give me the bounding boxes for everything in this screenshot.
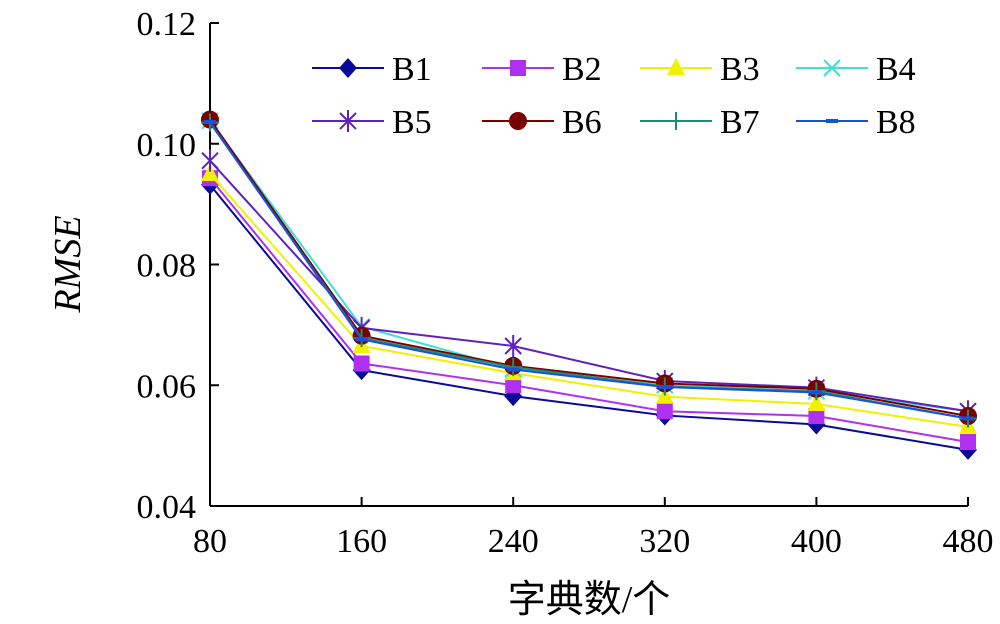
legend-item-b6: B6 (482, 104, 602, 141)
data-point (509, 112, 527, 130)
series-b5 (201, 149, 977, 423)
legend-item-b1: B1 (312, 51, 432, 88)
data-point (962, 416, 974, 421)
series-b3 (201, 163, 977, 434)
x-tick-label: 240 (488, 523, 539, 560)
legend-label: B4 (876, 51, 916, 88)
series-line (209, 177, 969, 443)
axes: 0.04 0.06 0.08 0.10 0.12 80 160 240 320 400 480 (137, 6, 994, 560)
x-tick-label: 400 (791, 523, 842, 560)
data-point (810, 390, 823, 395)
series-b2 (202, 170, 976, 451)
data-point (807, 393, 826, 411)
data-point (808, 408, 825, 425)
x-axis-title: 字典数/个 (508, 579, 671, 621)
data-point (339, 110, 357, 132)
data-point (339, 58, 357, 78)
series-b4 (201, 112, 977, 420)
data-point (504, 358, 523, 377)
data-point (960, 434, 976, 451)
y-tick-label: 0.08 (137, 248, 197, 285)
y-tick-label: 0.10 (137, 127, 197, 164)
x-tick-label: 480 (943, 523, 994, 560)
legend-label: B7 (720, 104, 760, 141)
data-point (667, 112, 685, 130)
data-point (823, 59, 841, 77)
y-axis-title: RMSE (47, 215, 89, 313)
legend-item-b8: B8 (796, 104, 916, 141)
legend-item-b2: B2 (482, 51, 602, 88)
data-point (658, 385, 671, 390)
legend-label: B8 (876, 104, 916, 141)
y-tick-label: 0.06 (137, 368, 197, 405)
data-point (667, 58, 685, 75)
series-line (209, 173, 969, 428)
data-point (355, 337, 368, 342)
data-point (201, 163, 219, 181)
legend-label: B3 (720, 51, 760, 88)
y-tick-label: 0.04 (137, 489, 197, 526)
legend-item-b5: B5 (312, 104, 432, 141)
series-line (209, 119, 969, 418)
legend-label: B5 (392, 104, 432, 141)
data-point (353, 355, 370, 372)
series-b8 (204, 120, 974, 421)
series-line (209, 121, 969, 420)
legend-label: B2 (562, 51, 602, 88)
legend-label: B1 (392, 51, 432, 88)
legend-label: B6 (562, 104, 602, 141)
data-point (204, 120, 216, 125)
data-point (505, 377, 522, 394)
series-b1 (201, 174, 977, 460)
series-line (209, 120, 969, 413)
series-line (209, 184, 969, 451)
series-layer (201, 110, 977, 460)
legend-item-b7: B7 (640, 104, 760, 141)
legend-item-b4: B4 (796, 51, 916, 88)
x-tick-label: 80 (193, 523, 227, 560)
data-point (201, 149, 219, 172)
x-tick-label: 320 (639, 523, 690, 560)
y-tick-label: 0.12 (137, 6, 197, 43)
data-point (656, 403, 673, 420)
legend: B1 B2 B3 B4 B5 B6 B7 B8 (312, 51, 916, 141)
x-tick-label: 160 (336, 523, 387, 560)
data-point (510, 60, 526, 76)
series-b7 (201, 113, 977, 428)
data-point (507, 367, 520, 372)
data-point (826, 119, 838, 123)
legend-item-b3: B3 (640, 51, 760, 88)
data-point (504, 335, 522, 358)
